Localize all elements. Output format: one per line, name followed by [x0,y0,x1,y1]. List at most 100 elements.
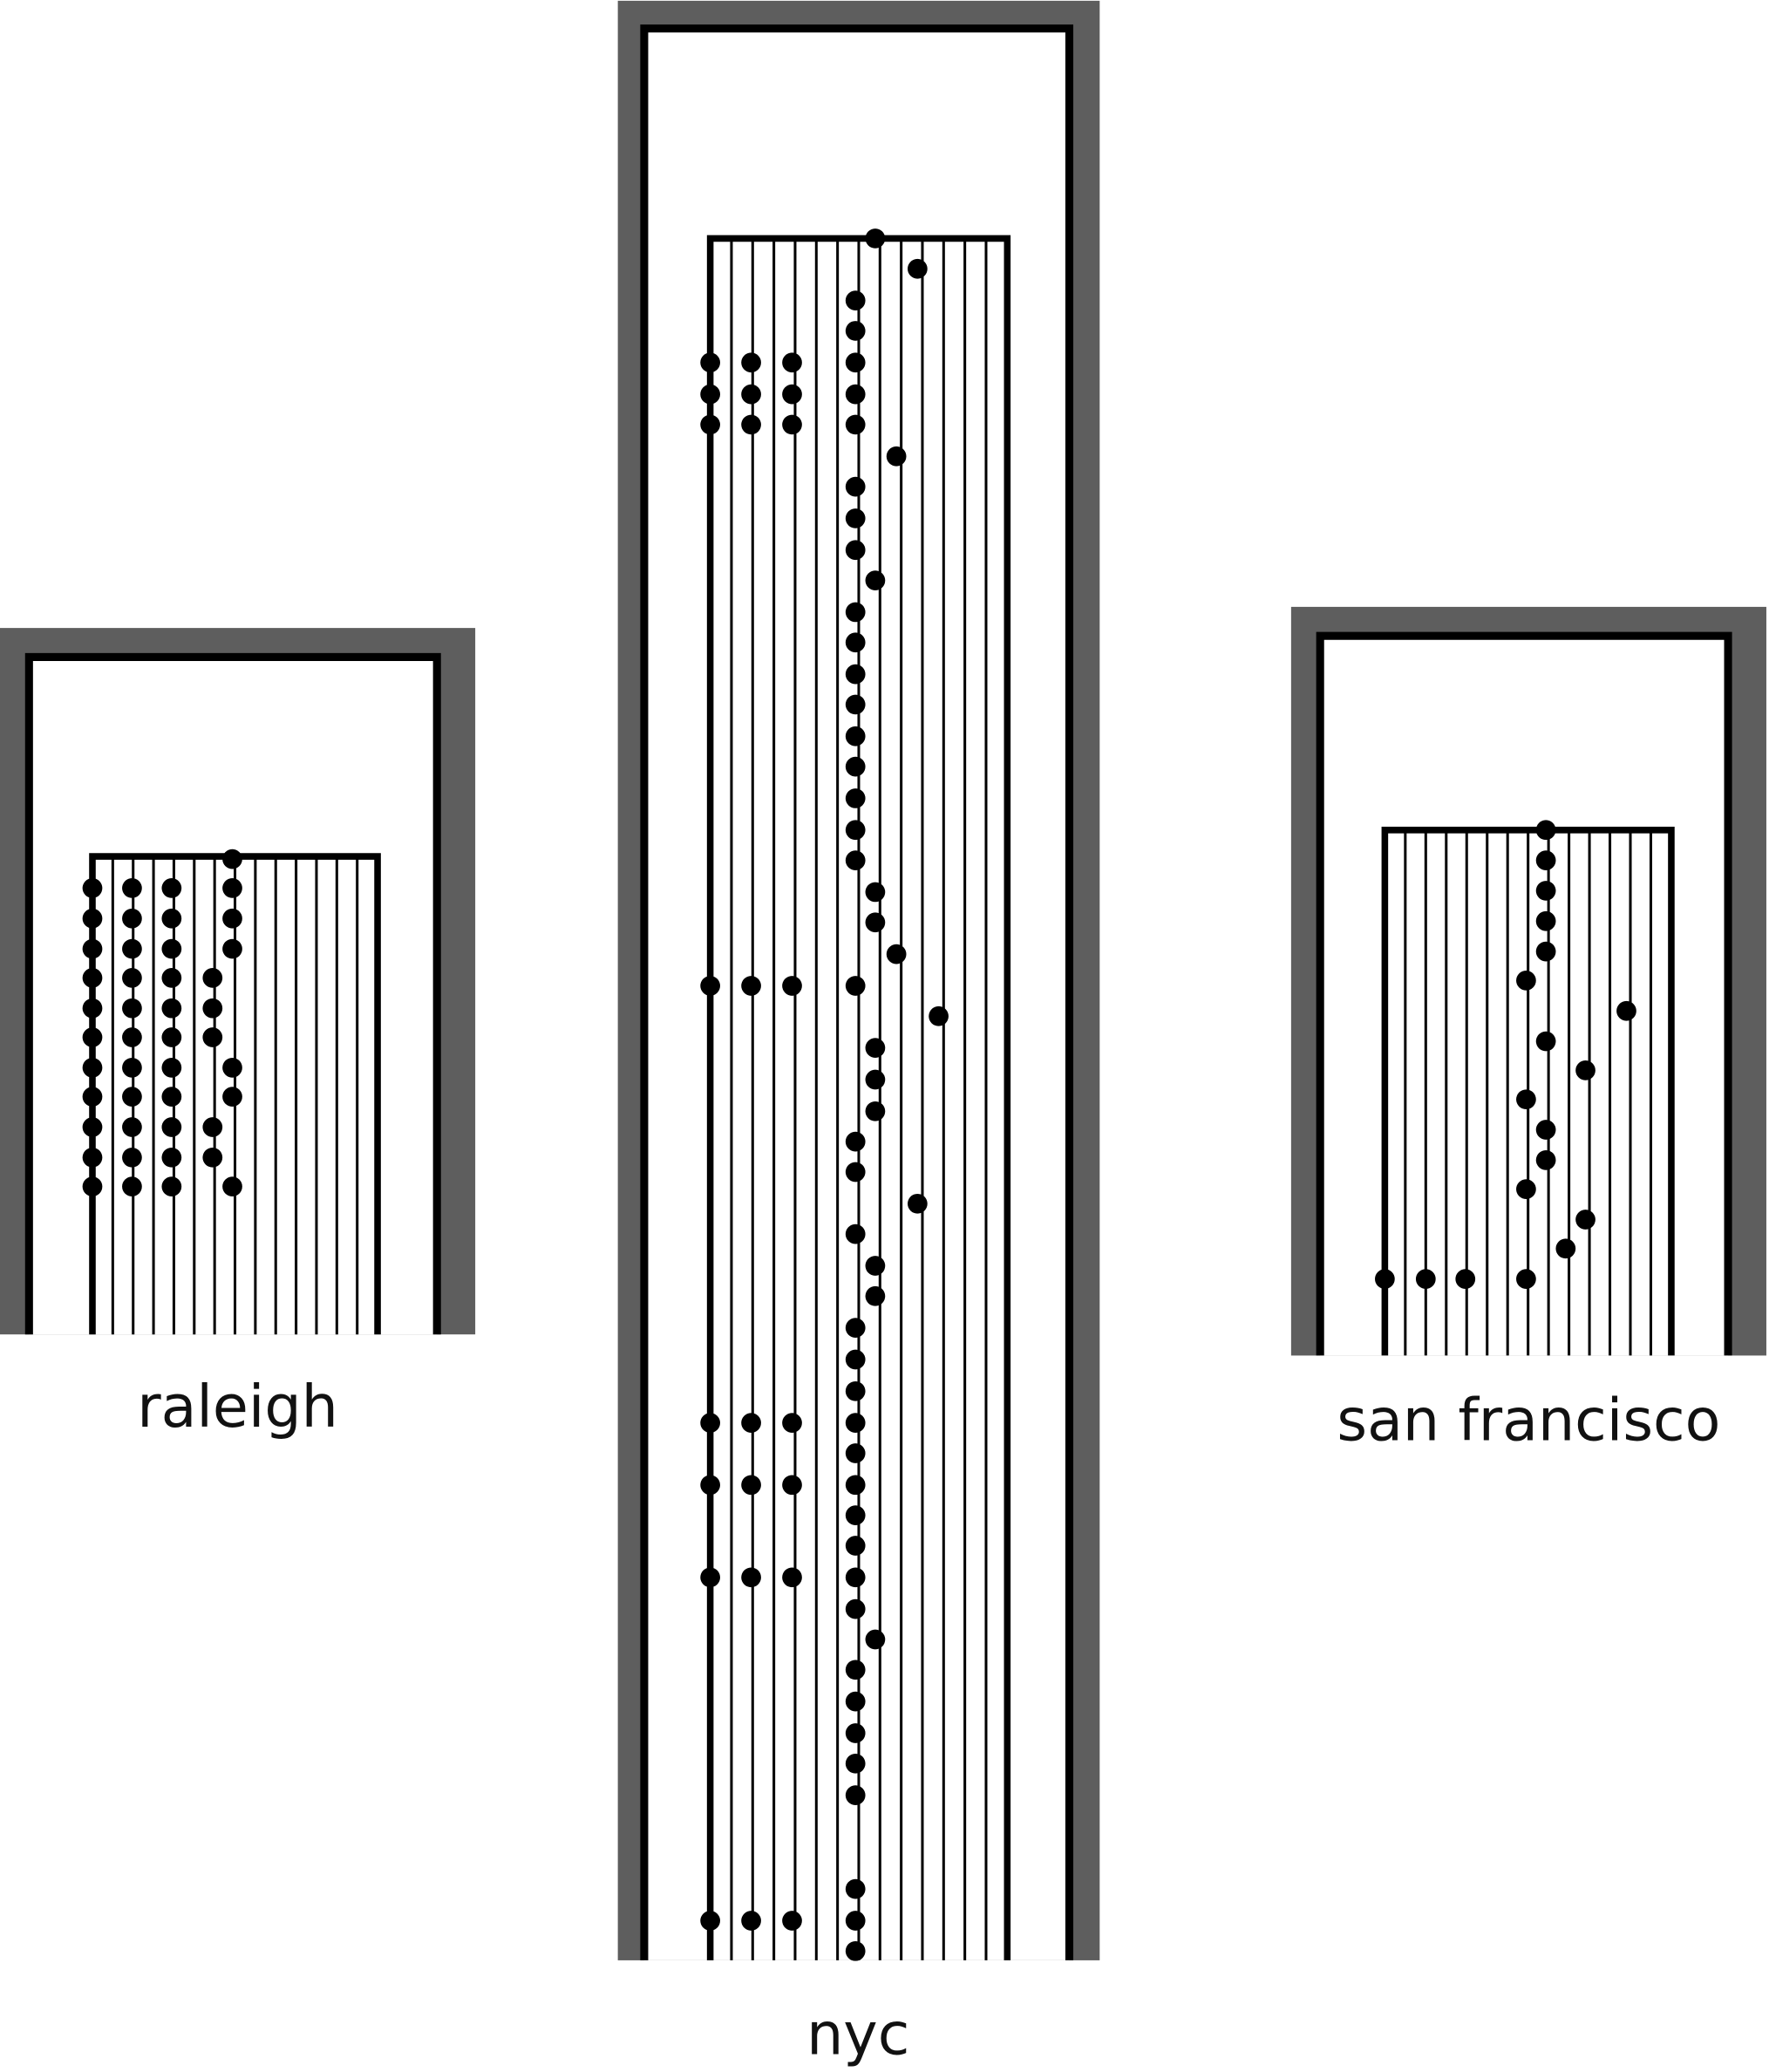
dot [845,1162,866,1183]
dot [202,998,223,1019]
dot [865,882,886,903]
dot [845,540,866,561]
dot [782,352,802,373]
dot [82,1027,103,1047]
dot [741,976,761,996]
dot [222,849,242,869]
dot [782,384,802,405]
dot [161,908,182,929]
dot [161,1057,182,1078]
dot [845,1567,866,1588]
dot [222,1176,242,1196]
dot [1535,1149,1556,1170]
dot [161,938,182,959]
dot [122,1027,142,1047]
dot [865,1101,886,1121]
dot [82,1117,103,1137]
dot [741,352,761,373]
dot [1616,1000,1636,1021]
dot [845,1911,866,1931]
dot [865,570,886,590]
dot [845,1223,866,1244]
dot [161,968,182,988]
dot [741,1475,761,1496]
dot [222,908,242,929]
dot [865,1629,886,1650]
building-label: raleigh [137,1373,338,1441]
dot [700,976,720,996]
dot [741,1413,761,1434]
dot [1516,1269,1536,1289]
dot [82,908,103,929]
dot [122,878,142,898]
dot [845,1691,866,1712]
building-wall [1320,636,1729,1356]
dot [845,1753,866,1774]
dot [1535,820,1556,841]
dot [845,290,866,310]
building-label: san francisco [1337,1386,1720,1454]
dot [82,878,103,898]
dot [161,1176,182,1196]
dot [845,321,866,341]
dot [845,976,866,996]
dot [845,1598,866,1619]
dot [122,938,142,959]
dot [845,726,866,746]
building-label: nyc [806,2000,909,2068]
dot [1535,941,1556,962]
dot [1516,1179,1536,1200]
dot [82,1176,103,1196]
dot [1516,971,1536,991]
dot [845,756,866,777]
dot [82,938,103,959]
dot [845,352,866,373]
dot [886,446,907,467]
dot [1455,1269,1476,1289]
dot [222,1087,242,1108]
dot [1535,1031,1556,1052]
dot [845,414,866,435]
dot [865,912,886,933]
dot [782,1475,802,1496]
dot [82,998,103,1019]
dot [161,1087,182,1108]
dot [907,1193,928,1214]
dot [741,1567,761,1588]
dot [700,352,720,373]
dot [1535,881,1556,901]
dot [1575,1060,1596,1080]
dot [845,1318,866,1338]
dot [845,788,866,808]
dot [845,1349,866,1370]
dot [741,1911,761,1931]
dot [845,1131,866,1152]
dot [82,968,103,988]
dot [907,258,928,279]
dot [82,1147,103,1168]
dot [845,508,866,528]
dot [845,664,866,685]
dot [700,1911,720,1931]
dot [82,1057,103,1078]
dot [782,1911,802,1931]
dot [161,1027,182,1047]
dot [222,1057,242,1078]
dot [122,998,142,1019]
dot [700,1475,720,1496]
dot [845,1660,866,1680]
dot [1555,1238,1576,1259]
building-outline [24,652,441,1335]
dot [202,968,223,988]
dot [845,1536,866,1556]
dot [1535,910,1556,931]
dot [202,1117,223,1137]
dot [1516,1089,1536,1110]
dot [1575,1210,1596,1230]
dot [845,1505,866,1526]
dot [1415,1269,1436,1289]
dot [845,1785,866,1806]
dot [845,1475,866,1496]
